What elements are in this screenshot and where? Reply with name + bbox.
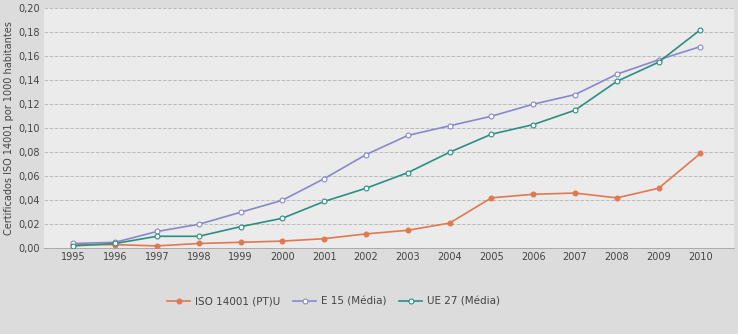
ISO 14001 (PT)U xyxy=(696,151,705,155)
E 15 (Média) xyxy=(528,102,537,106)
E 15 (Média) xyxy=(153,229,162,233)
E 15 (Média) xyxy=(570,93,579,97)
E 15 (Média) xyxy=(194,222,203,226)
Line: E 15 (Média): E 15 (Média) xyxy=(71,44,703,246)
UE 27 (Média) xyxy=(194,234,203,238)
UE 27 (Média) xyxy=(320,199,328,203)
Y-axis label: Certificados ISO 14001 por 1000 habitantes: Certificados ISO 14001 por 1000 habitant… xyxy=(4,21,14,235)
UE 27 (Média) xyxy=(69,244,77,248)
Line: ISO 14001 (PT)U: ISO 14001 (PT)U xyxy=(71,151,703,248)
ISO 14001 (PT)U xyxy=(111,243,120,247)
ISO 14001 (PT)U xyxy=(613,196,621,200)
ISO 14001 (PT)U xyxy=(445,221,454,225)
E 15 (Média) xyxy=(654,58,663,62)
E 15 (Média) xyxy=(278,198,287,202)
ISO 14001 (PT)U xyxy=(528,192,537,196)
ISO 14001 (PT)U xyxy=(278,239,287,243)
UE 27 (Média) xyxy=(487,132,496,136)
E 15 (Média) xyxy=(445,124,454,128)
E 15 (Média) xyxy=(404,133,413,137)
UE 27 (Média) xyxy=(362,186,370,190)
ISO 14001 (PT)U xyxy=(570,191,579,195)
Line: UE 27 (Média): UE 27 (Média) xyxy=(71,27,703,248)
UE 27 (Média) xyxy=(570,108,579,112)
E 15 (Média) xyxy=(696,44,705,48)
UE 27 (Média) xyxy=(696,28,705,32)
ISO 14001 (PT)U xyxy=(153,244,162,248)
ISO 14001 (PT)U xyxy=(404,228,413,232)
ISO 14001 (PT)U xyxy=(362,232,370,236)
Legend: ISO 14001 (PT)U, E 15 (Média), UE 27 (Média): ISO 14001 (PT)U, E 15 (Média), UE 27 (Mé… xyxy=(168,297,500,307)
UE 27 (Média) xyxy=(404,171,413,175)
E 15 (Média) xyxy=(320,177,328,181)
E 15 (Média) xyxy=(236,210,245,214)
ISO 14001 (PT)U xyxy=(69,243,77,247)
UE 27 (Média) xyxy=(445,150,454,154)
ISO 14001 (PT)U xyxy=(194,241,203,245)
UE 27 (Média) xyxy=(278,216,287,220)
UE 27 (Média) xyxy=(613,79,621,84)
UE 27 (Média) xyxy=(111,241,120,245)
UE 27 (Média) xyxy=(654,60,663,64)
ISO 14001 (PT)U xyxy=(487,196,496,200)
E 15 (Média) xyxy=(613,72,621,76)
E 15 (Média) xyxy=(487,114,496,118)
E 15 (Média) xyxy=(69,241,77,245)
ISO 14001 (PT)U xyxy=(320,237,328,241)
E 15 (Média) xyxy=(362,153,370,157)
ISO 14001 (PT)U xyxy=(236,240,245,244)
UE 27 (Média) xyxy=(153,234,162,238)
UE 27 (Média) xyxy=(236,225,245,229)
UE 27 (Média) xyxy=(528,123,537,127)
ISO 14001 (PT)U xyxy=(654,186,663,190)
E 15 (Média) xyxy=(111,240,120,244)
